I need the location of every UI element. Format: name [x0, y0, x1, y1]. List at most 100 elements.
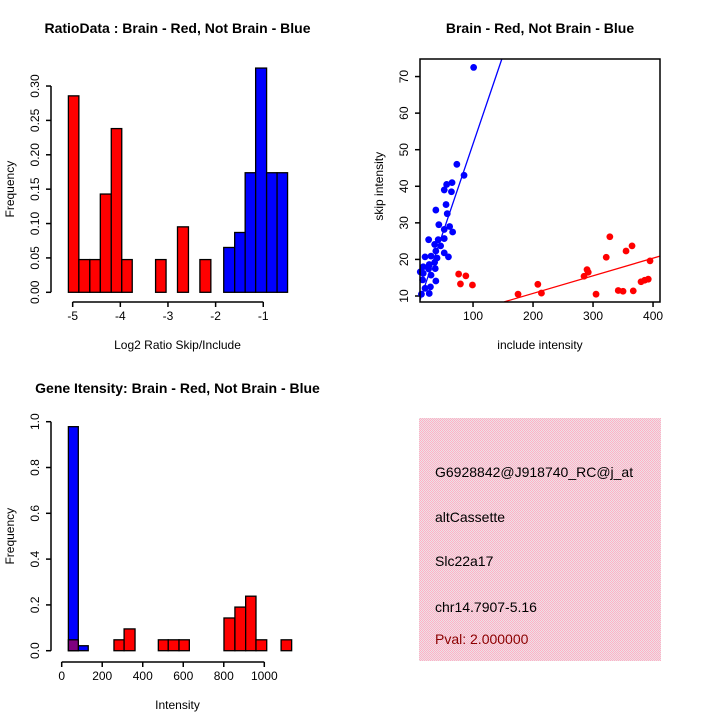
hist-bar — [255, 639, 268, 652]
y-tick-label: 0.30 — [28, 74, 42, 98]
scatter-point — [425, 265, 433, 273]
hist-bar — [199, 258, 212, 293]
hist-bar — [99, 193, 112, 293]
y-axis-label: skip intensity — [372, 152, 386, 221]
y-axis-label: Frequency — [3, 508, 17, 565]
y-tick-label: 0.00 — [28, 280, 42, 304]
scatter-point — [446, 223, 454, 230]
y-tick-label: 0.20 — [28, 143, 42, 167]
hist-bar — [154, 258, 167, 293]
info-panel: G6928842@J918740_RC@j_at altCassette Slc… — [419, 418, 661, 661]
scatter-point — [538, 289, 545, 297]
scatter-point — [460, 171, 468, 179]
hist-bar — [254, 67, 268, 293]
y-tick-label: 30 — [397, 216, 411, 230]
x-tick-label: 100 — [463, 309, 483, 323]
hist-bar — [167, 639, 180, 652]
scatter-point — [427, 271, 435, 279]
y-tick-label: 0.15 — [28, 177, 42, 201]
scatter-point — [421, 253, 429, 261]
scatter-point — [629, 287, 637, 295]
scatter-point — [434, 236, 442, 244]
y-tick-label: 40 — [397, 179, 411, 193]
y-tick-label: 50 — [397, 143, 411, 157]
x-tick-label: 0 — [58, 669, 65, 683]
scatter-point — [606, 233, 614, 241]
hist-bar — [77, 645, 89, 652]
x-axis-label: include intensity — [497, 338, 582, 352]
scatter-point — [448, 179, 456, 187]
scatter-point — [437, 242, 445, 250]
y-tick-label: 0.05 — [28, 246, 42, 270]
scatter-point — [425, 236, 433, 244]
scatter-point — [427, 283, 434, 291]
panel-intensity-scatter: Brain - Red, Not Brain - Blue 100 200 300 40… — [372, 20, 663, 352]
scatter-point — [419, 276, 427, 284]
scatter-point — [440, 235, 448, 242]
y-tick-label: 0.25 — [28, 108, 42, 132]
hist-bar — [234, 606, 247, 652]
probe-id-text: G6928842@J918740_RC@j_at — [435, 464, 634, 480]
x-tick-label: 200 — [92, 669, 112, 683]
chart-title: Gene Itensity: Brain - Red, Not Brain - … — [35, 380, 320, 396]
hist-bar — [67, 639, 79, 652]
pvalue-text: Pval: 2.000000 — [435, 631, 529, 647]
scatter-point — [449, 228, 457, 236]
scatter-point — [628, 242, 636, 250]
gene-name-text: Slc22a17 — [435, 553, 494, 569]
scatter-point — [435, 221, 443, 229]
hist-bar — [245, 595, 257, 652]
y-tick-label: 60 — [397, 106, 411, 120]
scatter-point — [421, 284, 429, 292]
scatter-point — [418, 290, 425, 298]
y-axis-label: Frequency — [3, 161, 17, 218]
scatter-point — [443, 181, 451, 188]
hist-bar — [176, 226, 190, 293]
hist-bar — [276, 172, 289, 293]
event-type-text: altCassette — [435, 509, 506, 525]
y-tick-label: 0.8 — [28, 459, 42, 476]
scatter-point — [514, 290, 522, 298]
hist-bar — [67, 95, 80, 293]
scatter-point — [443, 210, 451, 218]
scatter-point — [427, 252, 435, 260]
scatter-point — [622, 247, 630, 255]
scatter-point — [470, 64, 478, 71]
y-tick-label: 0.4 — [28, 550, 42, 567]
scatter-point — [432, 247, 440, 255]
hist-bar — [223, 246, 236, 293]
x-tick-label: 400 — [133, 669, 153, 683]
hist-bar — [113, 639, 125, 652]
x-axis-label: Intensity — [155, 698, 200, 712]
scatter-point — [431, 258, 439, 266]
hist-bar — [265, 172, 278, 293]
y-tick-label: 10 — [397, 289, 411, 303]
scatter-point — [580, 272, 588, 280]
x-tick-label: -4 — [115, 309, 126, 323]
y-tick-label: 0.10 — [28, 212, 42, 236]
x-tick-label: 1000 — [251, 669, 278, 683]
hist-bar — [234, 231, 246, 293]
scatter-point — [432, 277, 440, 285]
hist-bar — [280, 639, 293, 652]
hist-bar — [223, 617, 236, 652]
x-tick-label: 400 — [643, 309, 663, 323]
hist-bar — [157, 639, 169, 652]
scatter-point — [442, 201, 450, 208]
x-tick-label: -1 — [258, 309, 269, 323]
scatter-point — [432, 206, 440, 214]
scatter-point — [644, 275, 652, 283]
x-tick-label: 300 — [583, 309, 603, 323]
scatter-point — [419, 263, 427, 271]
y-tick-label: 0.2 — [28, 596, 42, 613]
scatter-point — [440, 186, 448, 194]
scatter-point — [445, 253, 452, 261]
genomic-position-text: chr14.7907-5.16 — [435, 599, 537, 615]
scatter-point — [457, 280, 464, 288]
hist-bar — [67, 426, 79, 652]
hist-bar — [178, 639, 190, 652]
scatter-point — [462, 272, 470, 280]
panel-gene-hist: Gene Itensity: Brain - Red, Not Brain - … — [3, 380, 320, 712]
x-axis-label: Log2 Ratio Skip/Include — [114, 338, 241, 352]
